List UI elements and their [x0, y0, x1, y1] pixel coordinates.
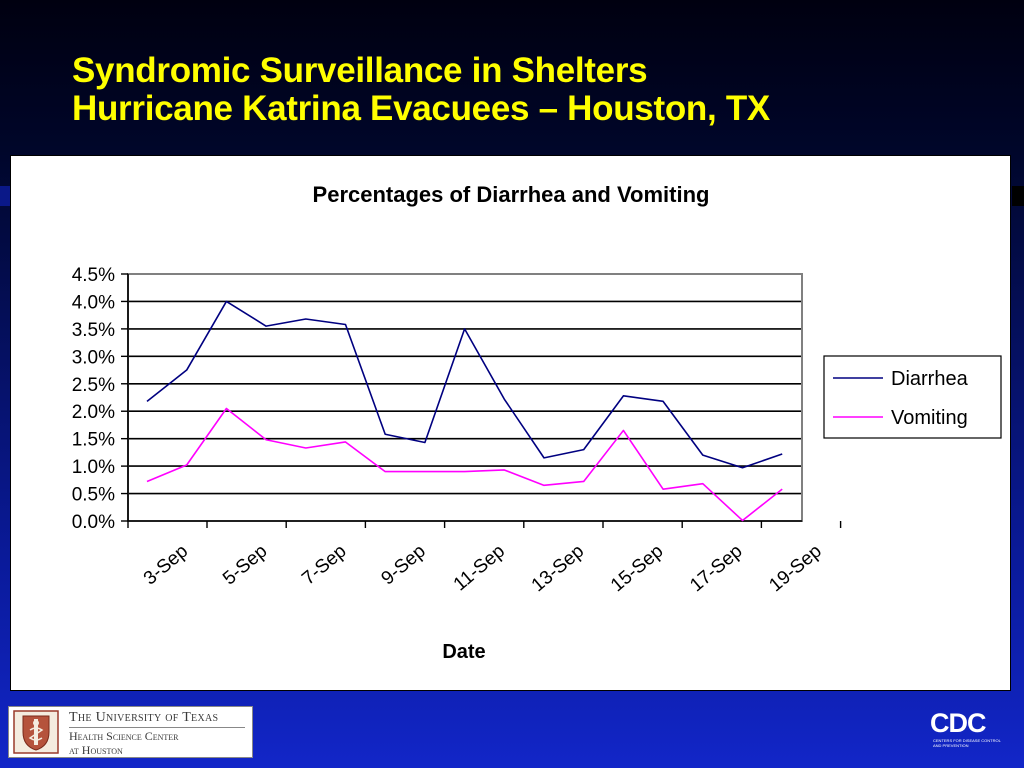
slide-title: Syndromic Surveillance in Shelters Hurri… [72, 52, 770, 128]
y-tick-label: 3.0% [72, 347, 115, 368]
legend-label-vomiting: Vomiting [891, 407, 968, 429]
x-axis-tick-labels: 3-Sep 5-Sep 7-Sep 9-Sep 11-Sep 13-Sep 15-Sep 17… [140, 541, 826, 596]
slide-title-line-2: Hurricane Katrina Evacuees – Houston, TX [72, 89, 770, 128]
x-tick-label: 3-Sep [140, 541, 192, 590]
chart-title: Percentages of Diarrhea and Vomiting [313, 182, 710, 207]
y-tick-label: 1.5% [72, 430, 115, 451]
y-tick-label: 2.5% [72, 375, 115, 396]
legend-label-diarrhea: Diarrhea [891, 368, 969, 390]
right-edge-band [1012, 186, 1024, 206]
cdc-logo: CDC CENTERS FOR DISEASE CONTROL AND PREV… [930, 708, 1001, 748]
axes [121, 273, 842, 528]
y-tick-label: 3.5% [72, 320, 115, 341]
x-tick-label: 13-Sep [528, 541, 588, 596]
series-lines [146, 300, 783, 522]
y-tick-label: 2.0% [72, 402, 115, 423]
institution-subtitle: Health Science Center [69, 729, 179, 743]
y-tick-label: 1.0% [72, 457, 115, 478]
x-tick-label: 17-Sep [686, 541, 746, 596]
cdc-tagline: CENTERS FOR DISEASE CONTROL AND PREVENTI… [933, 738, 1001, 748]
x-tick-label: 5-Sep [219, 541, 271, 590]
x-axis-title: Date [442, 641, 485, 663]
x-tick-label: 15-Sep [607, 541, 667, 596]
y-axis-tick-labels: 0.0% 0.5% 1.0% 1.5% 2.0% 2.5% 3.0% 3.5% 4.0% 4.5% [72, 265, 115, 533]
line-chart: Percentages of Diarrhea and Vomiting 0.0… [72, 182, 1002, 663]
series-line-diarrhea [146, 300, 783, 469]
x-tick-label: 9-Sep [377, 541, 429, 590]
institution-name: The University of Texas [69, 710, 219, 725]
left-edge-band [0, 186, 12, 206]
slide-title-line-1: Syndromic Surveillance in Shelters [72, 51, 648, 90]
y-tick-label: 4.0% [72, 292, 115, 313]
x-tick-label: 11-Sep [450, 541, 509, 596]
y-tick-label: 0.0% [72, 512, 115, 533]
chart-panel: Percentages of Diarrhea and Vomiting 0.0… [10, 155, 1011, 691]
cdc-logo-text: CDC [930, 708, 986, 738]
x-tick-label: 19-Sep [765, 541, 825, 596]
legend: Diarrhea Vomiting [823, 355, 1002, 439]
series-line-vomiting [146, 407, 783, 522]
university-seal-icon [13, 710, 59, 754]
institution-location: at Houston [69, 743, 123, 757]
y-tick-label: 0.5% [72, 485, 115, 506]
uthealth-logo: The University of Texas Health Science C… [8, 706, 253, 758]
x-tick-label: 7-Sep [298, 541, 350, 590]
legend-box [823, 355, 1002, 439]
logo-divider [69, 727, 245, 728]
y-tick-label: 4.5% [72, 265, 115, 286]
